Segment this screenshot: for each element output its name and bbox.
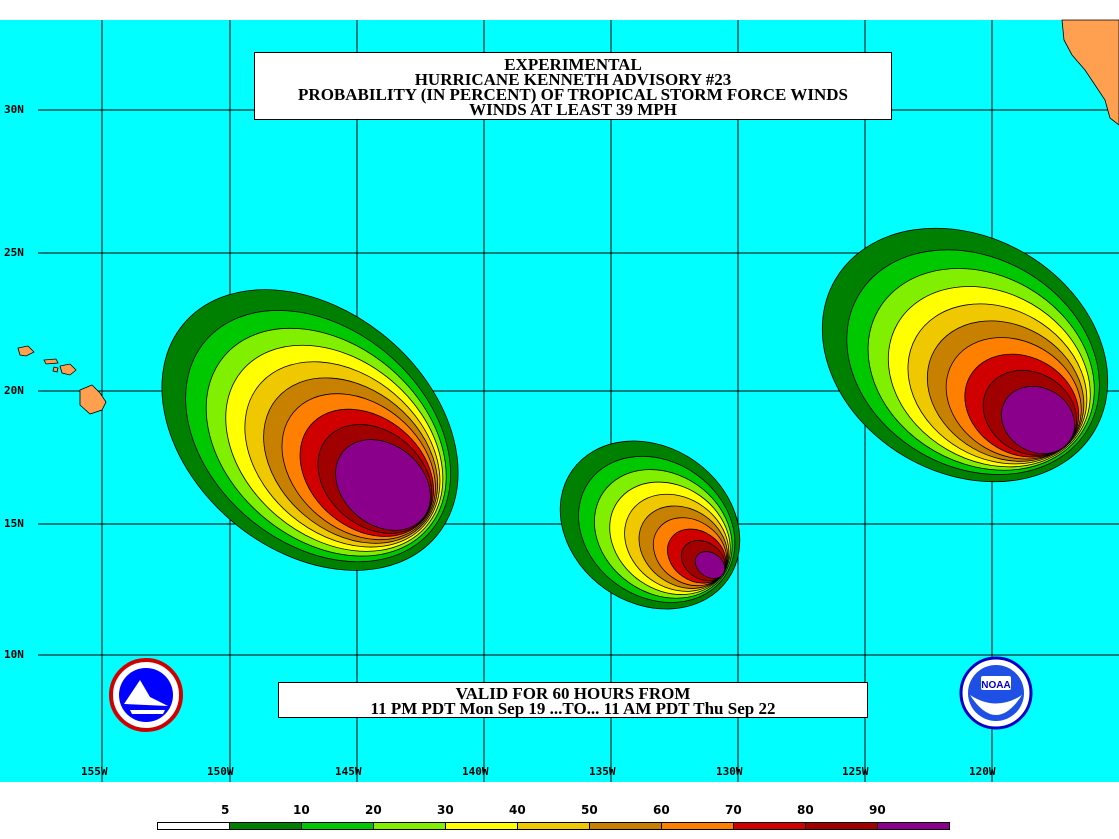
legend-label: 5 bbox=[221, 803, 230, 817]
legend-swatch bbox=[157, 822, 230, 830]
valid-period-box: VALID FOR 60 HOURS FROM 11 PM PDT Mon Se… bbox=[278, 682, 868, 718]
lat-label-20n: 20N bbox=[4, 384, 24, 397]
probability-contour-10 bbox=[694, 551, 726, 579]
legend-swatch bbox=[301, 822, 374, 830]
storm-swath-central bbox=[559, 440, 741, 610]
valid-line-2: 11 PM PDT Mon Sep 19 ...TO... 11 AM PDT … bbox=[370, 699, 776, 718]
lon-label-130w: 130W bbox=[716, 765, 743, 778]
legend-label: 70 bbox=[725, 803, 742, 817]
nws-logo bbox=[109, 658, 183, 732]
legend-swatch bbox=[229, 822, 302, 830]
title-box: EXPERIMENTAL HURRICANE KENNETH ADVISORY … bbox=[254, 52, 892, 120]
title-line-4: WINDS AT LEAST 39 MPH bbox=[469, 100, 677, 119]
lon-label-120w: 120W bbox=[969, 765, 996, 778]
title-line-2: HURRICANE KENNETH ADVISORY #23 bbox=[414, 70, 732, 89]
molokai bbox=[43, 358, 59, 365]
lon-label-140w: 140W bbox=[462, 765, 489, 778]
title-line-3: PROBABILITY (IN PERCENT) OF TROPICAL STO… bbox=[298, 85, 848, 104]
maui bbox=[59, 363, 77, 376]
legend-swatch bbox=[445, 822, 518, 830]
probability-contours bbox=[161, 227, 1109, 610]
noaa-logo: NOAA bbox=[959, 656, 1033, 730]
legend-label: 50 bbox=[581, 803, 598, 817]
legend-swatch bbox=[661, 822, 734, 830]
storm-swath-east bbox=[821, 227, 1109, 483]
svg-text:NOAA: NOAA bbox=[981, 680, 1010, 691]
legend-swatch bbox=[373, 822, 446, 830]
hawaii-big-island bbox=[79, 384, 107, 415]
lanai bbox=[52, 366, 59, 373]
legend-label: 90 bbox=[869, 803, 886, 817]
oahu bbox=[17, 345, 35, 357]
lon-label-150w: 150W bbox=[207, 765, 234, 778]
legend-swatch bbox=[589, 822, 662, 830]
storm-swath-west bbox=[161, 289, 459, 571]
lat-label-15n: 15N bbox=[4, 517, 24, 530]
lon-label-145w: 145W bbox=[335, 765, 362, 778]
land-masses bbox=[17, 19, 1119, 415]
legend-swatch bbox=[517, 822, 590, 830]
california-coast bbox=[1061, 19, 1119, 126]
probability-contour-10 bbox=[1001, 385, 1075, 455]
lon-label-135w: 135W bbox=[589, 765, 616, 778]
probability-contour-10 bbox=[335, 439, 431, 531]
lat-label-10n: 10N bbox=[4, 648, 24, 661]
legend-label: 60 bbox=[653, 803, 670, 817]
valid-line-1: VALID FOR 60 HOURS FROM bbox=[455, 684, 691, 703]
legend-swatch bbox=[877, 822, 950, 830]
legend-swatch bbox=[805, 822, 878, 830]
title-line-1: EXPERIMENTAL bbox=[504, 55, 642, 74]
legend-label: 40 bbox=[509, 803, 526, 817]
lon-label-125w: 125W bbox=[842, 765, 869, 778]
legend-label: 80 bbox=[797, 803, 814, 817]
legend-label: 20 bbox=[365, 803, 382, 817]
legend-swatch bbox=[733, 822, 806, 830]
lat-label-30n: 30N bbox=[4, 103, 24, 116]
lon-label-155w: 155W bbox=[81, 765, 108, 778]
lat-label-25n: 25N bbox=[4, 246, 24, 259]
legend-label: 10 bbox=[293, 803, 310, 817]
legend-label: 30 bbox=[437, 803, 454, 817]
